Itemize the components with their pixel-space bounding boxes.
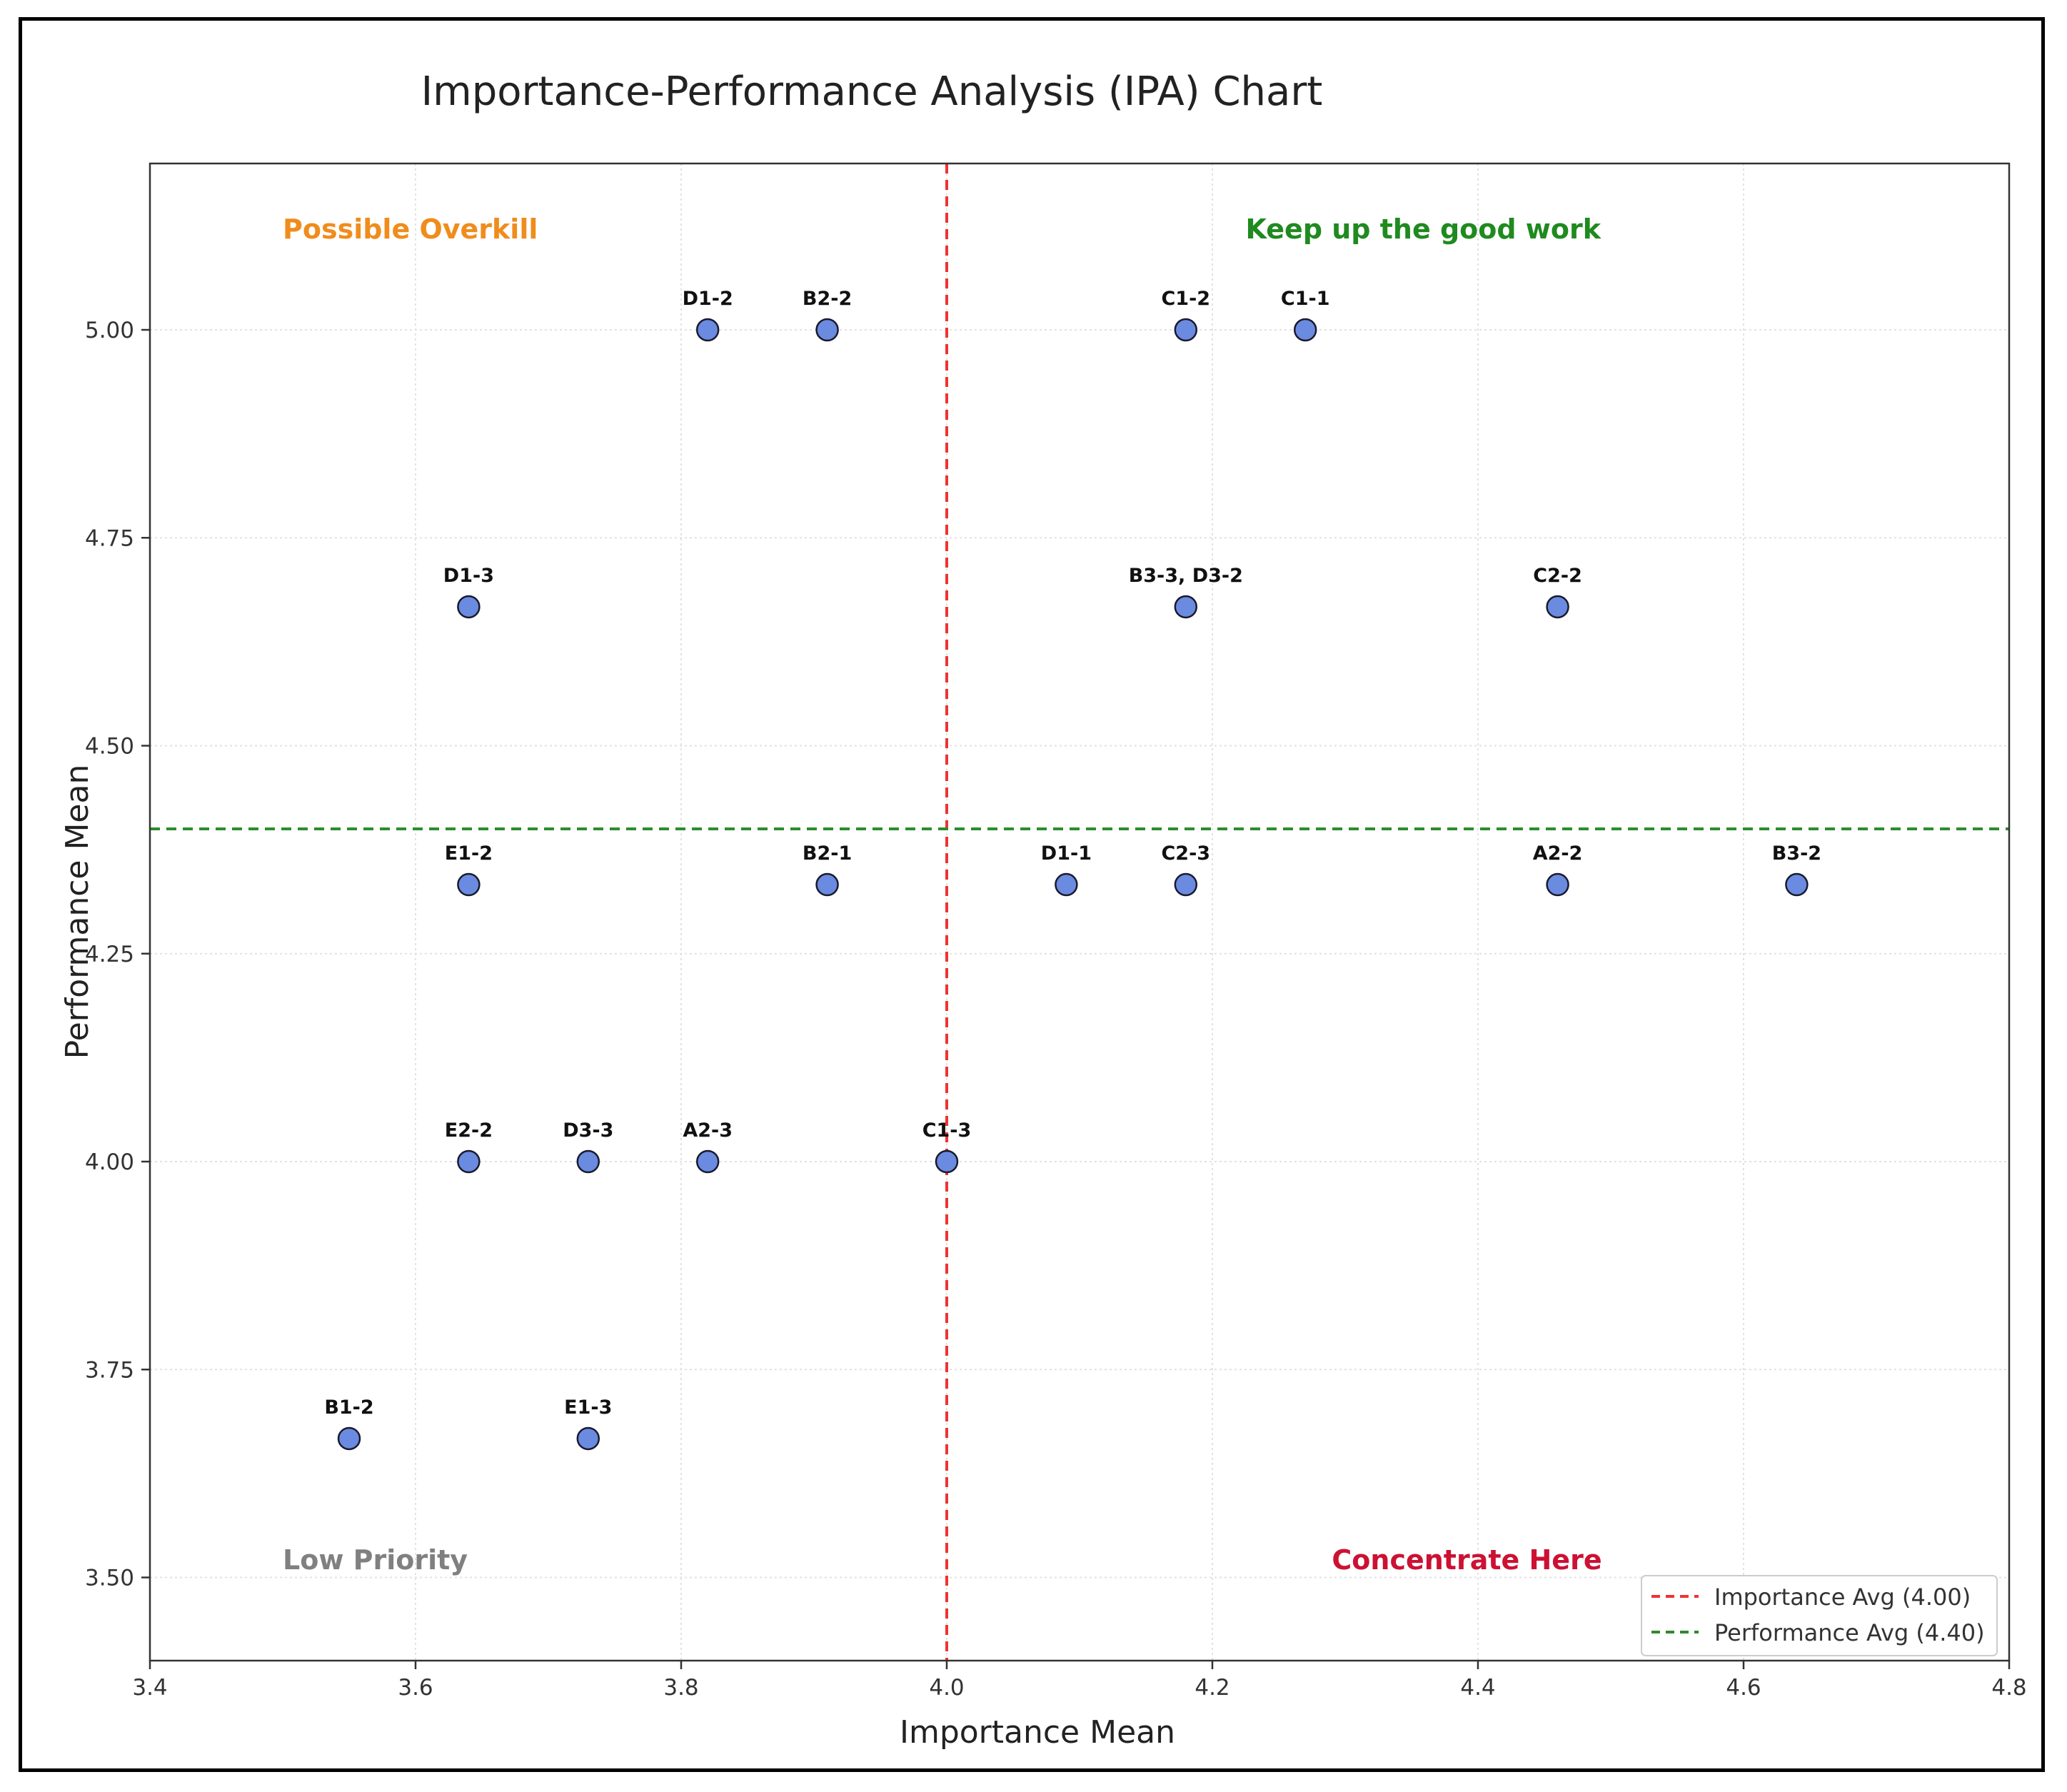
point-marker [1174,872,1198,897]
point-label: B1-2 [324,1396,373,1419]
ipa-chart: Importance-Performance Analysis (IPA) Ch… [59,69,2027,1751]
point-marker [1293,318,1317,342]
data-point: A2-3 [683,1119,733,1174]
data-point: D3-3 [563,1119,613,1174]
data-point: E1-2 [445,842,493,897]
y-tick-label: 3.50 [85,1566,134,1591]
point-marker [695,318,720,342]
point-label: D1-2 [683,288,733,310]
point-label: C1-2 [1161,288,1210,310]
point-label: D3-3 [563,1119,613,1142]
data-point: B2-2 [803,288,852,342]
x-tick-label: 3.6 [398,1675,433,1701]
point-label: E2-2 [445,1119,493,1142]
quadrant-label-possible-overkill: Possible Overkill [283,213,538,245]
data-point: A2-2 [1533,842,1583,897]
y-tick-label: 4.75 [85,525,134,551]
y-tick-label: 4.00 [85,1149,134,1175]
point-label: C1-1 [1281,288,1330,310]
data-point: B3-2 [1772,842,1821,897]
plot-area [149,162,2011,1662]
chart-frame: Importance-Performance Analysis (IPA) Ch… [19,17,2045,1772]
data-point: E2-2 [445,1119,493,1174]
data-point: D1-3 [443,565,494,619]
point-marker [815,318,839,342]
x-tick-label: 4.2 [1195,1675,1229,1701]
y-tick-label: 5.00 [85,318,134,343]
data-point: C1-2 [1161,288,1210,342]
data-point: D1-2 [683,288,733,342]
data-point: C2-2 [1533,565,1582,619]
legend-box [1641,1575,1998,1656]
point-marker [457,1149,481,1174]
data-point: C2-3 [1161,842,1210,897]
quadrant-label-keep-up: Keep up the good work [1246,213,1601,245]
point-label: B2-2 [803,288,852,310]
data-point: B1-2 [324,1396,374,1451]
point-marker [1174,595,1198,619]
point-label: E1-2 [445,842,493,865]
x-tick-label: 4.0 [929,1675,964,1701]
point-label: B2-1 [803,842,852,865]
x-axis-label: Importance Mean [900,1714,1175,1751]
legend-label-importance: Importance Avg (4.00) [1714,1584,1971,1611]
point-marker [576,1426,600,1451]
y-tick-label: 4.25 [85,942,134,967]
point-marker [457,595,481,619]
quadrant-label-low-priority: Low Priority [283,1544,468,1576]
point-label: E1-3 [564,1396,612,1419]
x-tick-label: 4.4 [1460,1675,1495,1701]
point-marker [1174,318,1198,342]
point-label: C1-3 [922,1119,972,1142]
data-point: B2-1 [803,842,852,897]
point-marker [576,1149,600,1174]
x-tick-label: 3.4 [132,1675,167,1701]
x-tick-label: 4.6 [1726,1675,1761,1701]
legend-label-performance: Performance Avg (4.40) [1714,1619,1985,1646]
point-marker [1546,595,1569,619]
x-tick-label: 3.8 [663,1675,698,1701]
point-label: A2-3 [683,1119,733,1142]
point-marker [337,1426,361,1451]
chart-title: Importance-Performance Analysis (IPA) Ch… [421,69,1323,115]
point-label: B3-3, D3-2 [1129,565,1243,587]
x-tick-label: 4.8 [1991,1675,2026,1701]
data-point: D1-1 [1041,842,1092,897]
y-tick-label: 3.75 [85,1357,134,1383]
point-marker [935,1149,959,1174]
legend: Importance Avg (4.00) Performance Avg (4… [1641,1575,1998,1656]
point-marker [457,872,481,897]
data-point: C1-3 [922,1119,972,1174]
point-label: D1-3 [443,565,494,587]
point-label: A2-2 [1533,842,1583,865]
point-marker [1546,872,1569,897]
point-marker [695,1149,720,1174]
data-point: B3-3, D3-2 [1129,565,1243,619]
point-marker [1055,872,1078,897]
point-marker [815,872,839,897]
point-label: C2-3 [1161,842,1210,865]
y-axis-label: Performance Mean [59,765,96,1059]
y-tick-label: 4.50 [85,734,134,760]
data-point: E1-3 [564,1396,612,1451]
data-point: C1-1 [1281,288,1330,342]
quadrant-label-concentrate-here: Concentrate Here [1332,1544,1601,1576]
point-label: D1-1 [1041,842,1092,865]
point-marker [1785,872,1809,897]
point-label: C2-2 [1533,565,1582,587]
point-label: B3-2 [1772,842,1821,865]
